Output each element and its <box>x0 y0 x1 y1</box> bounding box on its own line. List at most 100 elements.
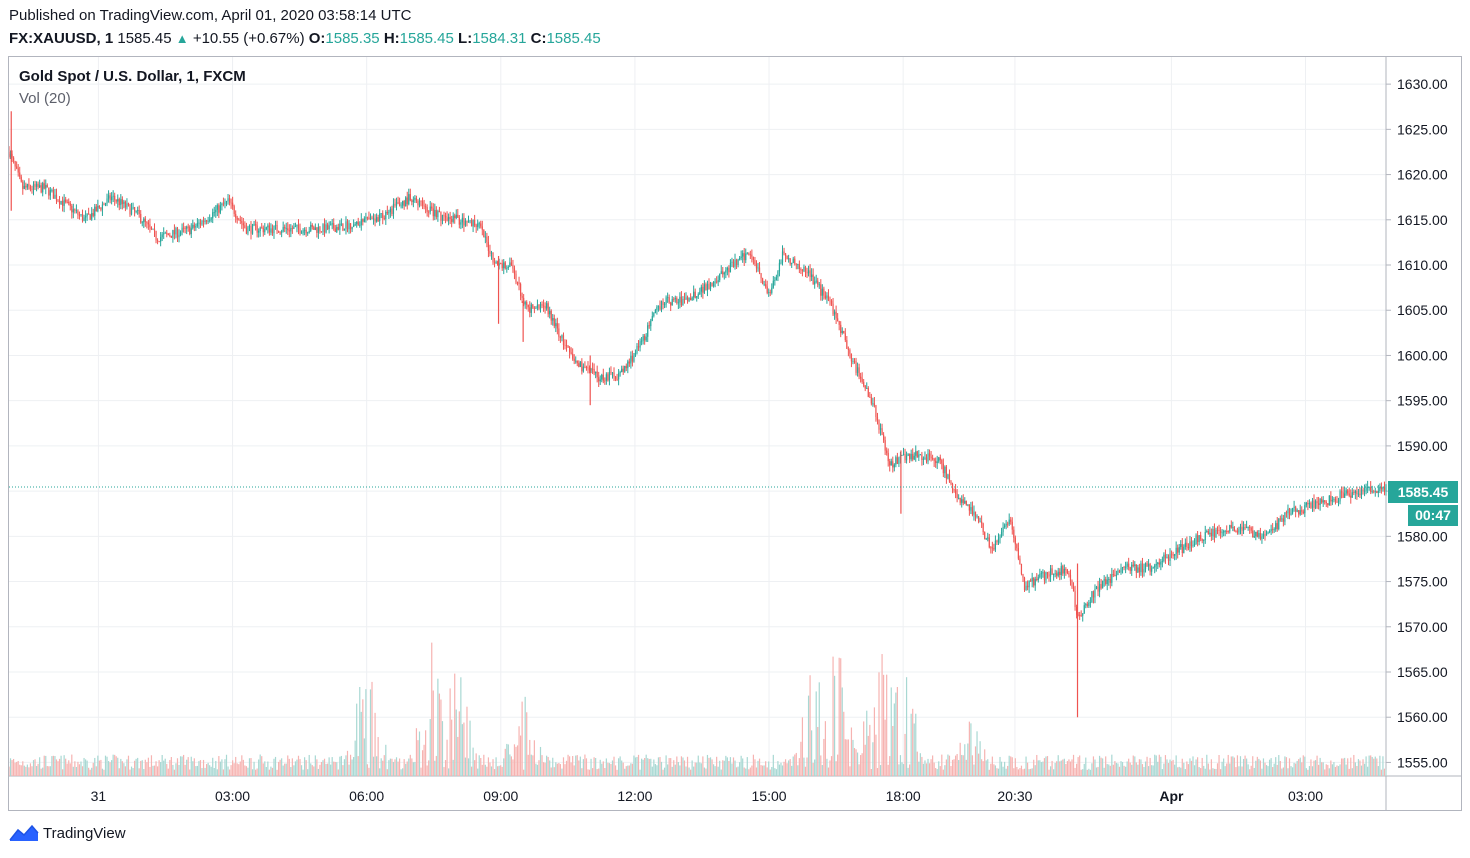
volume-bar <box>590 758 592 776</box>
candle-body <box>178 234 180 238</box>
volume-bar <box>398 758 401 776</box>
candle-body <box>141 222 143 224</box>
volume-bar <box>1085 757 1087 776</box>
candle-body <box>706 284 709 291</box>
candle-body <box>1230 525 1232 528</box>
candle-body <box>313 226 315 230</box>
candle-body <box>1304 505 1306 514</box>
candle-body <box>94 206 96 216</box>
volume-bar <box>1216 763 1219 776</box>
volume-bar <box>376 756 378 776</box>
candle-body <box>712 281 715 287</box>
candle-body <box>1203 540 1205 541</box>
candle-body <box>621 368 623 373</box>
volume-bar <box>313 766 315 776</box>
open-label: O: <box>308 30 326 47</box>
volume-bar <box>1232 756 1234 776</box>
candle-body <box>630 355 632 364</box>
volume-bar <box>1347 758 1349 776</box>
volume-bar <box>1043 758 1046 776</box>
volume-bar <box>276 769 278 776</box>
candle-body <box>97 205 99 212</box>
volume-bar <box>811 730 813 776</box>
volume-bar <box>23 765 25 776</box>
candle-body <box>1224 531 1226 532</box>
volume-bar <box>837 754 839 776</box>
candle-body <box>380 213 382 214</box>
volume-bar <box>1004 761 1006 776</box>
candle-body <box>46 185 48 188</box>
volume-bar <box>1334 766 1337 776</box>
candle-body <box>725 270 727 273</box>
volume-bar <box>176 758 179 776</box>
candle-body <box>74 209 76 211</box>
candle-body <box>225 201 228 202</box>
candle-body <box>962 499 964 504</box>
volume-bar <box>1250 765 1252 776</box>
candle-body <box>325 224 327 233</box>
volume-bar <box>961 754 963 776</box>
candle-body <box>518 282 520 285</box>
candle-body <box>761 278 764 285</box>
volume-bar <box>1376 758 1378 776</box>
volume-bar <box>1296 760 1298 776</box>
volume-bar <box>860 755 862 776</box>
volume-bar <box>1075 763 1078 776</box>
candle-body <box>444 215 447 218</box>
volume-bar <box>255 769 257 776</box>
volume-bar <box>314 755 316 776</box>
candle-body <box>696 296 698 298</box>
volume-bar <box>772 754 774 776</box>
volume-bar <box>492 759 494 776</box>
candle-body <box>1206 531 1208 533</box>
candle-body <box>1079 614 1081 616</box>
volume-bar <box>12 758 15 776</box>
volume-bar <box>1028 769 1030 776</box>
y-tick-label: 1630.00 <box>1397 76 1448 92</box>
volume-bar <box>700 763 702 776</box>
candle-body <box>745 253 747 261</box>
candle-body <box>337 227 339 230</box>
candle-body <box>92 213 94 216</box>
volume-bar <box>451 719 453 776</box>
volume-bar <box>1195 759 1197 776</box>
candle-body <box>691 297 693 301</box>
candle-body <box>250 226 252 234</box>
volume-bar <box>942 769 944 776</box>
volume-bar <box>474 760 476 776</box>
volume-bar <box>516 745 519 776</box>
volume-bar <box>757 760 759 776</box>
candle-body <box>680 296 683 306</box>
volume-bar <box>1177 767 1179 776</box>
volume-bar <box>190 756 192 776</box>
candle-body <box>195 225 197 228</box>
volume-bar <box>282 765 284 776</box>
volume-bar <box>477 768 479 776</box>
candle-body <box>847 348 849 350</box>
volume-bar <box>299 759 301 776</box>
candle-body <box>1007 523 1009 525</box>
candle-body <box>788 258 790 260</box>
candle-body <box>201 220 203 225</box>
volume-bar <box>158 760 160 776</box>
candle-body <box>179 232 182 235</box>
candle-body <box>12 157 15 162</box>
candle-body <box>665 297 667 305</box>
candle-body <box>758 267 761 274</box>
volume-bar <box>1103 767 1105 776</box>
candle-body <box>708 284 710 290</box>
volume-bar <box>1279 761 1281 776</box>
candle-body <box>1054 573 1056 575</box>
footer-branding[interactable]: TradingView <box>9 824 126 842</box>
volume-bar <box>1259 760 1262 776</box>
candle-body <box>1200 535 1202 539</box>
candle-body <box>1318 503 1320 506</box>
volume-bar <box>270 766 272 776</box>
candle-body <box>654 309 656 314</box>
candle-body <box>284 227 286 229</box>
candle-body <box>1106 579 1108 584</box>
candle-body <box>778 262 781 272</box>
volume-bar <box>493 769 496 776</box>
volume-bar <box>1143 767 1145 776</box>
